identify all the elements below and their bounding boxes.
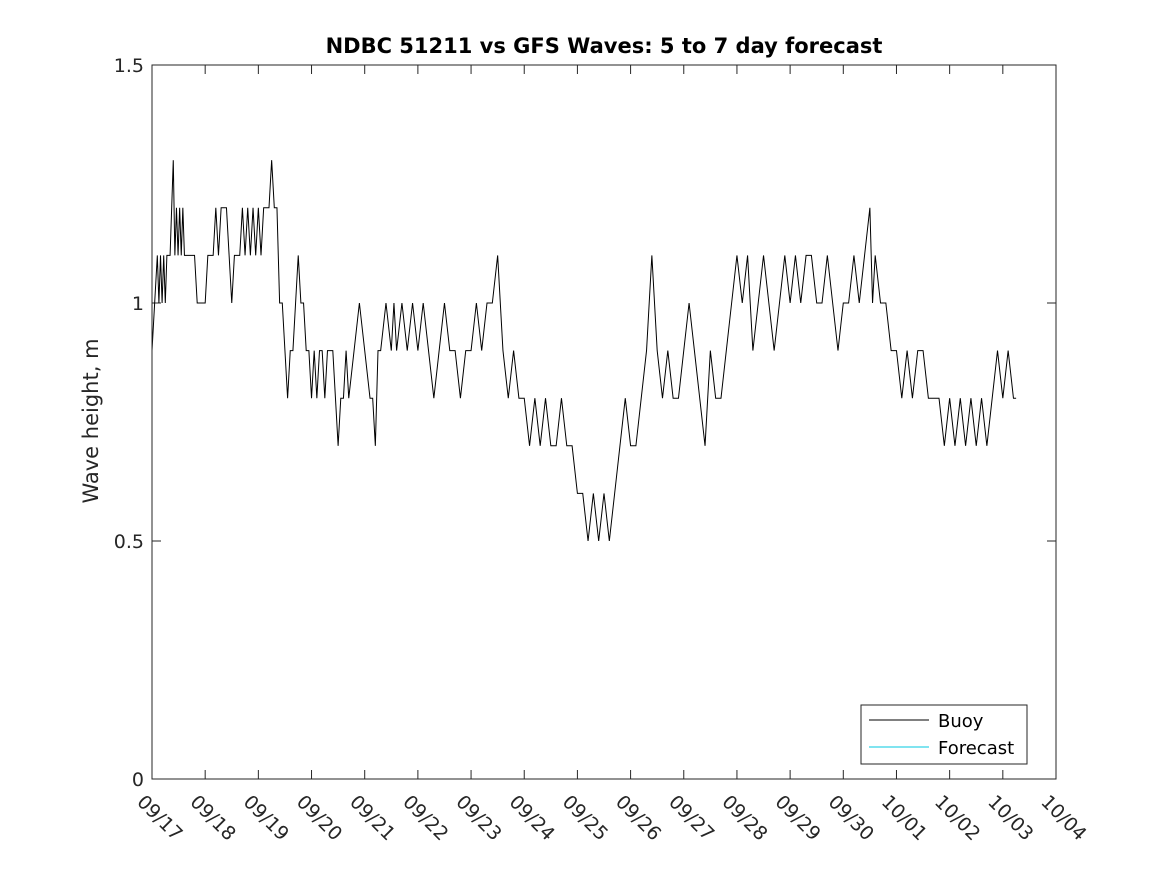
plot-frame bbox=[151, 64, 1057, 780]
x-tick-label: 10/04 bbox=[1036, 791, 1090, 845]
x-tick-label: 09/20 bbox=[292, 791, 346, 845]
x-tick-label: 10/03 bbox=[983, 791, 1037, 845]
x-tick-label: 09/25 bbox=[558, 791, 612, 845]
y-tick-label: 1.5 bbox=[114, 55, 144, 77]
x-tick-label: 09/21 bbox=[345, 791, 399, 845]
x-tick-label: 09/26 bbox=[611, 791, 665, 845]
x-tick-label: 09/28 bbox=[717, 791, 771, 845]
y-tick-label: 0.5 bbox=[114, 531, 144, 553]
x-tick-label: 09/19 bbox=[239, 791, 293, 845]
x-tick-label: 10/02 bbox=[930, 791, 984, 845]
legend: Buoy Forecast bbox=[860, 704, 1028, 765]
legend-buoy-label: Buoy bbox=[938, 711, 984, 732]
x-tick-label: 09/17 bbox=[132, 791, 186, 845]
y-tick-label: 0 bbox=[132, 769, 144, 791]
legend-box bbox=[860, 704, 1028, 765]
y-tick-label: 1 bbox=[132, 293, 144, 315]
plot-area bbox=[152, 65, 1056, 779]
x-tick-label: 09/30 bbox=[824, 791, 878, 845]
x-tick-label: 10/01 bbox=[877, 791, 931, 845]
chart-title: NDBC 51211 vs GFS Waves: 5 to 7 day fore… bbox=[326, 34, 883, 58]
y-axis-label: Wave height, m bbox=[79, 338, 103, 503]
series-line-buoy bbox=[151, 160, 1017, 542]
x-tick-label: 09/22 bbox=[398, 791, 452, 845]
legend-forecast-label: Forecast bbox=[938, 738, 1014, 759]
x-tick-label: 09/27 bbox=[664, 791, 718, 845]
x-tick-label: 09/29 bbox=[771, 791, 825, 845]
x-tick-label: 09/24 bbox=[505, 791, 559, 845]
x-tick-label: 09/18 bbox=[186, 791, 240, 845]
x-tick-label: 09/23 bbox=[452, 791, 506, 845]
